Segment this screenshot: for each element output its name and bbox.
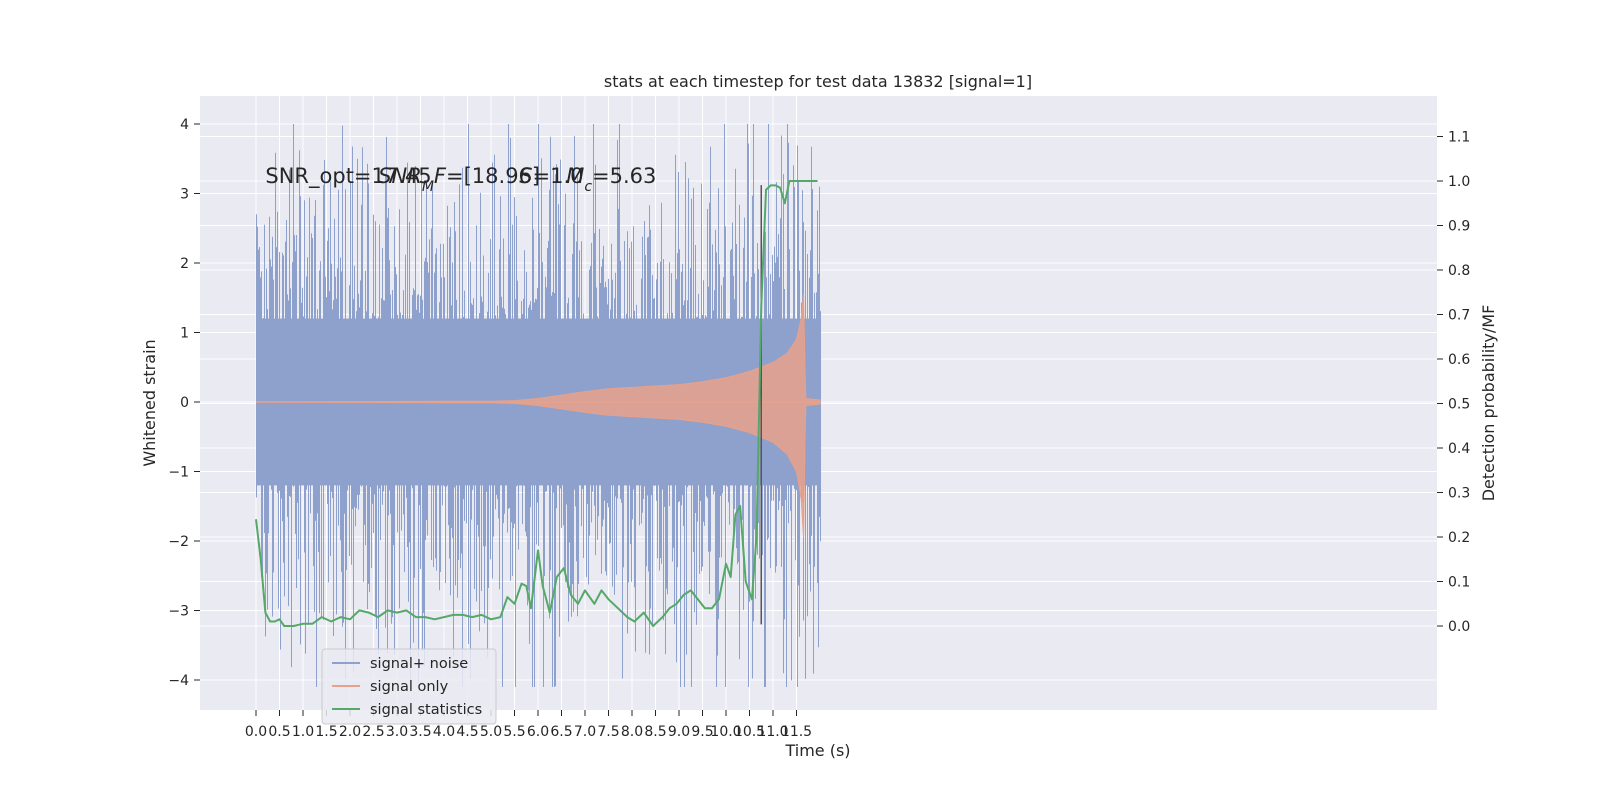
y-right-tick-label-5: 0.5 (1448, 397, 1470, 413)
x-tick-label-12: 6.0 (527, 724, 549, 740)
x-tick-label-0: 0.0 (245, 724, 267, 740)
legend-label-signal-statistics: signal statistics (370, 702, 482, 718)
annotation-snr-opt: SNR_opt=17.45 (265, 164, 431, 189)
y-right-tick-label-2: 0.2 (1448, 530, 1470, 546)
annotation-mc: Mc=5.63 (566, 164, 656, 195)
x-tick-label-20: 10.0 (710, 724, 741, 740)
y-right-tick-label-8: 0.8 (1448, 263, 1470, 279)
x-tick-label-15: 7.5 (597, 724, 619, 740)
x-tick-label-1: 0.5 (268, 724, 290, 740)
x-tick-label-9: 4.5 (456, 724, 478, 740)
y-left-tick-label-4: 0 (180, 395, 189, 411)
y-left-tick-label-0: −4 (168, 673, 189, 689)
y-right-tick-label-3: 0.3 (1448, 486, 1470, 502)
x-axis-label: Time (s) (784, 741, 850, 760)
x-tick-label-19: 9.5 (691, 724, 713, 740)
y-right-tick-label-0: 0.0 (1448, 619, 1470, 635)
x-tick-label-11: 5.5 (503, 724, 525, 740)
x-tick-label-7: 3.5 (409, 724, 431, 740)
y-right-tick-label-9: 0.9 (1448, 219, 1470, 235)
x-tick-label-13: 6.5 (550, 724, 572, 740)
x-tick-label-8: 4.0 (433, 724, 455, 740)
legend-label-signal-only: signal only (370, 679, 449, 695)
x-tick-label-14: 7.0 (574, 724, 596, 740)
series-layer (255, 124, 821, 687)
y-axis-label-right: Detection probability/MF (1479, 305, 1498, 502)
x-tick-label-22: 11.0 (757, 724, 788, 740)
legend-label-signal-noise: signal+ noise (370, 656, 468, 672)
y-right-tick-label-11: 1.1 (1448, 130, 1470, 146)
x-tick-label-5: 2.5 (362, 724, 384, 740)
x-tick-label-18: 9.0 (668, 724, 690, 740)
y-left-tick-label-5: 1 (180, 326, 189, 342)
annotations: SNR_opt=17.45 SNRMF=[18.96] S=1.0 Mc=5.6… (265, 164, 656, 195)
x-tick-label-4: 2.0 (339, 724, 361, 740)
y-left-tick-label-7: 3 (180, 187, 189, 203)
x-tick-label-17: 8.5 (644, 724, 666, 740)
x-tick-label-3: 1.5 (315, 724, 337, 740)
y-right-tick-label-4: 0.4 (1448, 441, 1470, 457)
x-tick-label-10: 5.0 (480, 724, 502, 740)
y-left-tick-label-8: 4 (180, 117, 189, 133)
y-right-tick-label-6: 0.6 (1448, 352, 1470, 368)
y-right-tick-label-10: 1.0 (1448, 174, 1470, 190)
signal-statistics-line (255, 180, 818, 627)
annotation-snr-mf: SNRMF=[18.96] (378, 164, 540, 195)
x-tick-label-21: 10.5 (734, 724, 765, 740)
y-left-tick-label-1: −3 (168, 604, 189, 620)
y-right-tick-label-1: 0.1 (1448, 575, 1470, 591)
y-axis-label-left: Whitened strain (140, 339, 159, 466)
y-left-tick-label-3: −1 (168, 465, 189, 481)
axes: 0.0 0.5 1.0 1.5 2.0 2.5 3.0 3.5 4.0 4.5 5.0 5.5 6.0 6… (168, 117, 1470, 740)
y-right-tick-label-7: 0.7 (1448, 308, 1470, 324)
x-tick-label-23: 11.5 (781, 724, 812, 740)
y-left-tick-label-2: −2 (168, 534, 189, 550)
annotation-s: S=1.0 (519, 164, 583, 188)
y-left-tick-label-6: 2 (180, 256, 189, 272)
chart-title: stats at each timestep for test data 138… (604, 72, 1032, 91)
x-tick-label-6: 3.0 (386, 724, 408, 740)
legend-frame (321, 648, 497, 725)
legend: signal+ noise signal only signal statist… (321, 648, 497, 725)
x-tick-label-16: 8.0 (621, 724, 643, 740)
x-tick-label-2: 1.0 (292, 724, 314, 740)
